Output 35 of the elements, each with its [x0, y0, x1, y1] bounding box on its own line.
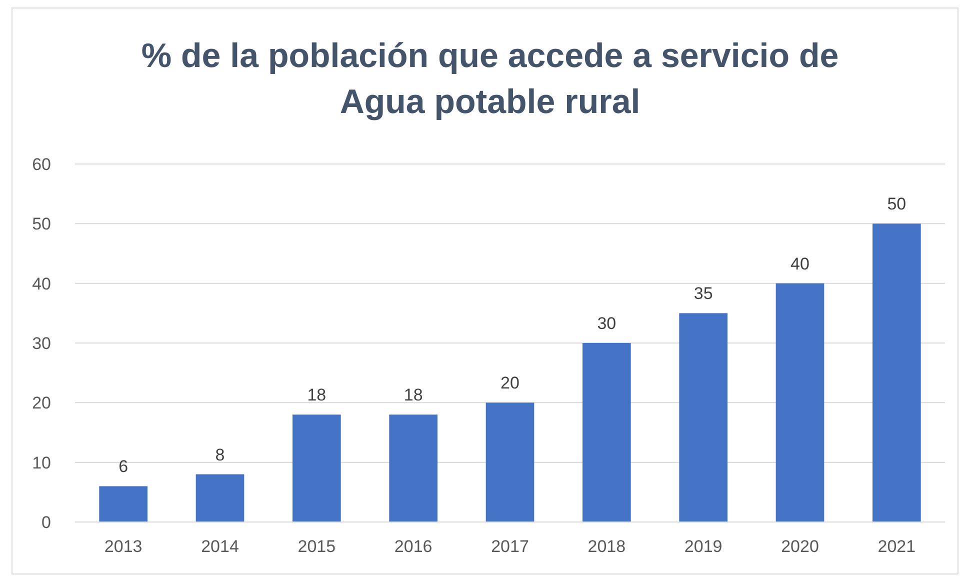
x-tick-label: 2014 [201, 537, 239, 556]
y-tick-label: 30 [32, 334, 51, 353]
y-tick-label: 50 [32, 214, 51, 234]
y-tick-label: 60 [32, 154, 51, 174]
x-tick-label: 2021 [878, 537, 916, 556]
x-tick-label: 2013 [104, 537, 142, 556]
x-tick-label: 2016 [394, 537, 432, 556]
x-tick-label: 2015 [298, 537, 336, 556]
bar [389, 414, 438, 522]
data-label: 50 [887, 194, 906, 214]
data-label: 30 [597, 314, 616, 333]
data-label: 18 [404, 386, 423, 405]
data-label: 18 [307, 386, 326, 405]
bar [486, 402, 534, 522]
x-tick-label: 2018 [588, 537, 626, 556]
bar [582, 343, 631, 522]
bar [292, 414, 341, 522]
data-label: 20 [500, 374, 520, 393]
chart-title: % de la población que accede a servicio de Agua potable rural [141, 37, 839, 121]
bar [872, 224, 921, 522]
x-tick-label: 2017 [491, 537, 529, 556]
y-tick-label: 40 [32, 274, 51, 294]
bar [196, 474, 244, 522]
data-label: 8 [215, 445, 225, 464]
data-label: 6 [118, 457, 128, 476]
bar [776, 283, 824, 522]
data-label: 35 [694, 284, 713, 304]
x-tick-label: 2020 [781, 537, 819, 556]
y-tick-label: 0 [42, 512, 51, 532]
bar [679, 313, 728, 522]
data-label: 40 [790, 254, 810, 274]
y-tick-label: 10 [32, 453, 51, 472]
bar [99, 486, 148, 522]
y-tick-label: 20 [32, 394, 51, 413]
x-tick-label: 2019 [684, 537, 722, 556]
